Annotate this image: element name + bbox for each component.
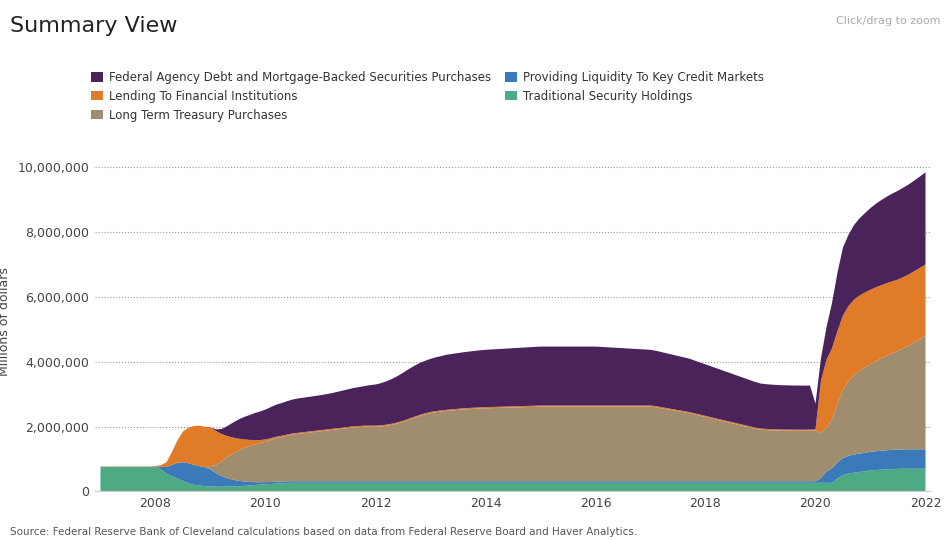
Legend: Federal Agency Debt and Mortgage-Backed Securities Purchases, Lending To Financi: Federal Agency Debt and Mortgage-Backed … <box>91 71 764 122</box>
Y-axis label: Millions of dollars: Millions of dollars <box>0 267 10 376</box>
Text: Summary View: Summary View <box>10 16 177 36</box>
Text: Click/drag to zoom: Click/drag to zoom <box>836 16 940 26</box>
Text: Source: Federal Reserve Bank of Cleveland calculations based on data from Federa: Source: Federal Reserve Bank of Clevelan… <box>10 527 636 537</box>
